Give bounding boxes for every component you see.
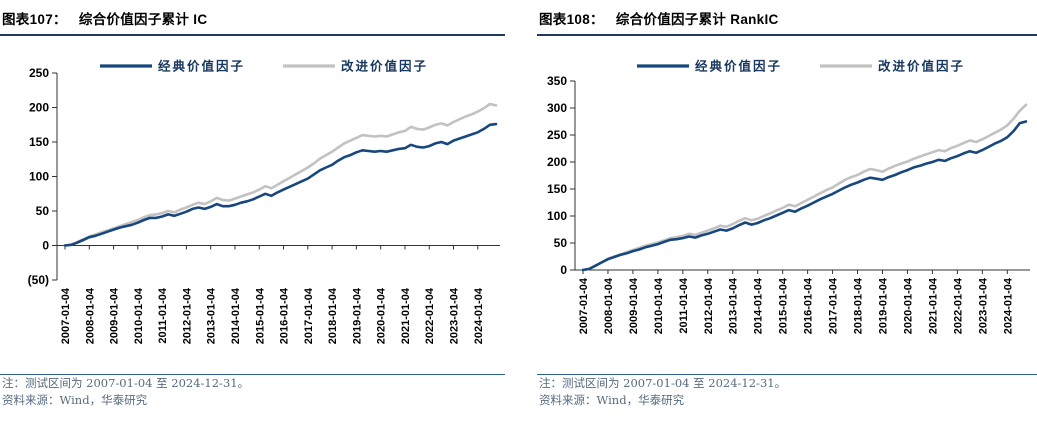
line-chart-ic: 250 200 150 100 50 0 (50) 2007-01-04 2008-01-04 2… bbox=[28, 59, 500, 344]
figure-number: 图表108： bbox=[539, 12, 604, 27]
series-line bbox=[63, 102, 498, 247]
x-tick-label: 2007-01-04 bbox=[578, 277, 590, 334]
x-tick-label: 2021-01-04 bbox=[400, 287, 412, 344]
x-tick-label: 2021-01-04 bbox=[927, 277, 939, 334]
figure-title: 综合价值因子累计 IC bbox=[78, 12, 208, 27]
legend-label: 经典价值因子 bbox=[158, 59, 245, 74]
y-tick-label: 50 bbox=[554, 236, 568, 250]
x-tick-label: 2020-01-04 bbox=[376, 287, 388, 344]
note-separator bbox=[0, 374, 505, 375]
axes: 250 200 150 100 50 0 (50) 2007-01-04 2008-01-04 2… bbox=[28, 66, 500, 344]
legend-label: 经典价值因子 bbox=[695, 59, 782, 74]
x-tick-label: 2010-01-04 bbox=[133, 287, 145, 344]
x-tick-label: 2022-01-04 bbox=[424, 287, 436, 344]
x-tick-label: 2019-01-04 bbox=[877, 277, 889, 334]
x-tick-label: 2024-01-04 bbox=[473, 287, 485, 344]
report-figures-row: 图表107： 综合价值因子累计 IC 250 200 150 100 50 0 (50) 200… bbox=[0, 6, 1037, 409]
x-tick-label: 2019-01-04 bbox=[351, 287, 363, 344]
figure-title: 综合价值因子累计 RankIC bbox=[615, 12, 779, 27]
x-tick-label: 2007-01-04 bbox=[60, 287, 72, 344]
y-tick-label: 250 bbox=[29, 66, 49, 80]
x-tick-label: 2023-01-04 bbox=[449, 287, 461, 344]
y-tick-label: 200 bbox=[547, 155, 567, 169]
y-tick-label: 350 bbox=[547, 74, 567, 88]
y-tick-label: 150 bbox=[547, 182, 567, 196]
chart-title-rankic: 图表108： 综合价值因子累计 RankIC bbox=[537, 6, 1037, 36]
figure-number: 图表107： bbox=[2, 12, 67, 27]
x-tick-label: 2013-01-04 bbox=[206, 287, 218, 344]
y-tick-label: 300 bbox=[547, 101, 567, 115]
x-tick-label: 2011-01-04 bbox=[157, 287, 169, 344]
x-tick-label: 2017-01-04 bbox=[303, 287, 315, 344]
series-line bbox=[581, 103, 1028, 272]
x-tick-label: 2018-01-04 bbox=[327, 287, 339, 344]
x-tick-label: 2017-01-04 bbox=[828, 277, 840, 334]
y-tick-label: (50) bbox=[28, 273, 49, 287]
x-tick-label: 2023-01-04 bbox=[977, 277, 989, 334]
y-tick-label: 150 bbox=[29, 135, 49, 149]
x-tick-label: 2009-01-04 bbox=[628, 277, 640, 334]
y-tick-label: 200 bbox=[29, 101, 49, 115]
x-tick-label: 2014-01-04 bbox=[753, 277, 765, 334]
x-tick-label: 2014-01-04 bbox=[230, 287, 242, 344]
x-tick-label: 2012-01-04 bbox=[181, 287, 193, 344]
x-tick-label: 2012-01-04 bbox=[703, 277, 715, 334]
legend: 经典价值因子 改进价值因子 bbox=[100, 59, 428, 74]
x-tick-label: 2016-01-04 bbox=[803, 277, 815, 334]
chart-title-ic: 图表107： 综合价值因子累计 IC bbox=[0, 6, 505, 36]
source-text: 资料来源：Wind，华泰研究 bbox=[2, 393, 148, 407]
x-tick-label: 2024-01-04 bbox=[1002, 277, 1014, 334]
legend: 经典价值因子 改进价值因子 bbox=[637, 59, 965, 74]
x-tick-label: 2011-01-04 bbox=[678, 277, 690, 334]
line-chart-rankic: 350 300 250 200 150 100 50 0 2007-01-04 2008-01-0… bbox=[547, 59, 1030, 334]
x-tick-label: 2015-01-04 bbox=[778, 277, 790, 334]
y-tick-label: 0 bbox=[560, 263, 567, 277]
chart-column-ic: 图表107： 综合价值因子累计 IC 250 200 150 100 50 0 (50) 200… bbox=[0, 6, 505, 409]
note-text: 注：测试区间为 2007-01-04 至 2024-12-31。 bbox=[2, 376, 250, 390]
chart-column-rankic: 图表108： 综合价值因子累计 RankIC 350 300 250 200 150 100… bbox=[537, 6, 1037, 409]
x-tick-label: 2016-01-04 bbox=[279, 287, 291, 344]
y-tick-label: 100 bbox=[29, 170, 49, 184]
note-separator bbox=[537, 374, 1037, 375]
x-tick-label: 2010-01-04 bbox=[653, 277, 665, 334]
x-tick-label: 2008-01-04 bbox=[603, 277, 615, 334]
x-tick-label: 2022-01-04 bbox=[952, 277, 964, 334]
note-text: 注：测试区间为 2007-01-04 至 2024-12-31。 bbox=[539, 376, 787, 390]
y-tick-label: 100 bbox=[547, 209, 567, 223]
x-tick-label: 2013-01-04 bbox=[728, 277, 740, 334]
x-tick-label: 2015-01-04 bbox=[254, 287, 266, 344]
y-tick-label: 0 bbox=[42, 239, 49, 253]
legend-label: 改进价值因子 bbox=[341, 59, 428, 74]
x-tick-label: 2008-01-04 bbox=[84, 287, 96, 344]
x-tick-label: 2009-01-04 bbox=[109, 287, 121, 344]
y-tick-label: 50 bbox=[36, 204, 50, 218]
x-tick-label: 2018-01-04 bbox=[853, 277, 865, 334]
axes: 350 300 250 200 150 100 50 0 2007-01-04 2008-01-0… bbox=[547, 74, 1030, 334]
source-text: 资料来源：Wind，华泰研究 bbox=[539, 393, 685, 407]
series-line bbox=[581, 120, 1028, 272]
legend-label: 改进价值因子 bbox=[878, 59, 965, 74]
y-tick-label: 250 bbox=[547, 128, 567, 142]
series-line bbox=[63, 122, 498, 247]
x-tick-label: 2020-01-04 bbox=[902, 277, 914, 334]
